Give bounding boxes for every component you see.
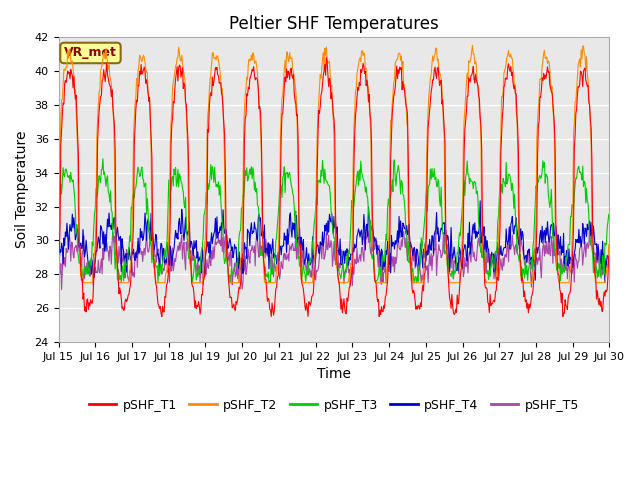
Title: Peltier SHF Temperatures: Peltier SHF Temperatures xyxy=(229,15,439,33)
X-axis label: Time: Time xyxy=(317,367,351,381)
Legend: pSHF_T1, pSHF_T2, pSHF_T3, pSHF_T4, pSHF_T5: pSHF_T1, pSHF_T2, pSHF_T3, pSHF_T4, pSHF… xyxy=(84,394,584,417)
Text: VR_met: VR_met xyxy=(64,47,117,60)
Y-axis label: Soil Temperature: Soil Temperature xyxy=(15,131,29,248)
